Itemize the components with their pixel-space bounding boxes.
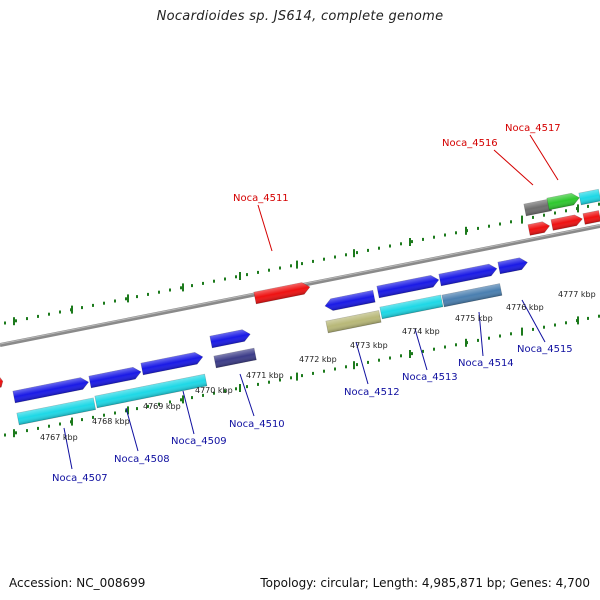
gene-label-bottom[interactable]: Noca_4514 — [458, 358, 514, 369]
outer-tick-track — [4, 202, 600, 326]
gene-label-top[interactable]: Noca_4517 — [505, 123, 561, 134]
kbp-scale-label: 4770 kbp — [195, 386, 233, 395]
gene-feature-noca-4512[interactable] — [325, 310, 382, 334]
accession-text: Accession: NC_008699 — [9, 576, 146, 590]
gene-feature-noca-4513[interactable] — [379, 294, 444, 320]
gene-leader-line — [239, 373, 255, 417]
gene-feature-blue-1[interactable] — [12, 376, 90, 404]
gene-label-bottom[interactable]: Noca_4515 — [517, 344, 573, 355]
gene-label-bottom[interactable]: Noca_4510 — [229, 419, 285, 430]
gene-leader-line — [125, 407, 139, 452]
map-title: Nocardioides sp. JS614, complete genome — [156, 9, 444, 24]
gene-label-bottom[interactable]: Noca_4508 — [114, 454, 170, 465]
kbp-scale-label: 4768 kbp — [92, 417, 130, 426]
gene-feature-blue-5[interactable] — [324, 289, 376, 312]
gene-label-bottom[interactable]: Noca_4513 — [402, 372, 458, 383]
kbp-scale-label: 4774 kbp — [402, 327, 440, 336]
inner-tick-track — [4, 314, 600, 438]
gene-leader-line — [521, 299, 546, 343]
gene-feature-blue-4[interactable] — [209, 328, 252, 349]
gene-feature-noca-4511[interactable] — [253, 281, 311, 305]
gene-feature-noca-4517[interactable] — [546, 192, 581, 211]
gene-leader-line — [529, 134, 559, 181]
gene-leader-line — [63, 427, 73, 470]
gene-leader-line — [414, 328, 428, 371]
kbp-scale-label: 4775 kbp — [455, 314, 493, 323]
gene-label-top[interactable]: Noca_4511 — [233, 193, 289, 204]
gene-label-bottom[interactable]: Noca_4512 — [344, 387, 400, 398]
gene-feature-noca-4507[interactable] — [16, 397, 97, 426]
gene-feature-red-edge[interactable] — [0, 376, 4, 389]
gene-feature-noca-4508[interactable] — [94, 373, 208, 409]
gene-leader-line — [182, 390, 195, 435]
gene-leader-line — [355, 341, 369, 385]
gene-feature-blue-2[interactable] — [88, 366, 142, 389]
kbp-scale-label: 4776 kbp — [506, 303, 544, 312]
gene-feature-red-a[interactable] — [527, 220, 551, 236]
gene-feature-noca-4516[interactable] — [523, 198, 553, 217]
kbp-scale-label: 4771 kbp — [246, 371, 284, 380]
gene-leader-line — [493, 149, 534, 186]
kbp-scale-label: 4777 kbp — [558, 290, 596, 299]
gene-label-bottom[interactable]: Noca_4509 — [171, 436, 227, 447]
gene-label-bottom[interactable]: Noca_4507 — [52, 473, 108, 484]
genome-summary-text: Topology: circular; Length: 4,985,871 bp… — [260, 576, 590, 590]
kbp-scale-label: 4773 kbp — [350, 341, 388, 350]
kbp-scale-label: 4769 kbp — [143, 402, 181, 411]
gene-feature-blue-7[interactable] — [438, 263, 498, 287]
gene-label-top[interactable]: Noca_4516 — [442, 138, 498, 149]
gene-leader-line — [478, 311, 484, 357]
gene-feature-red-c[interactable] — [582, 210, 600, 225]
gene-feature-noca-4510[interactable] — [213, 347, 257, 369]
gene-feature-blue-3[interactable] — [140, 351, 204, 376]
gene-feature-red-b[interactable] — [550, 214, 584, 231]
gene-feature-noca-4514[interactable] — [441, 283, 503, 308]
kbp-scale-label: 4767 kbp — [40, 433, 78, 442]
gene-feature-blue-6[interactable] — [376, 274, 440, 299]
gene-feature-noca-4517b[interactable] — [578, 188, 600, 206]
gene-feature-blue-8[interactable] — [497, 256, 529, 275]
kbp-scale-label: 4772 kbp — [299, 355, 337, 364]
gene-leader-line — [257, 204, 273, 252]
